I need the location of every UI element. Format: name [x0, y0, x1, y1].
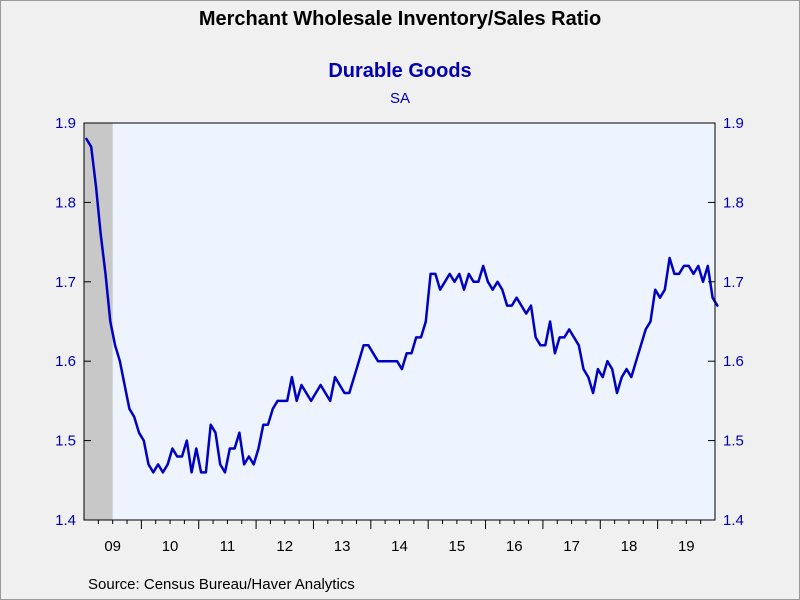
y-tick-label-right: 1.4 — [723, 512, 744, 529]
recession-shading — [84, 123, 113, 520]
y-tick-label-left: 1.8 — [55, 194, 76, 211]
y-tick-label-right: 1.8 — [723, 194, 744, 211]
y-tick-label-right: 1.7 — [723, 274, 744, 291]
x-tick-label: 18 — [621, 538, 638, 555]
x-tick-label: 14 — [391, 538, 408, 555]
x-tick-label: 16 — [506, 538, 523, 555]
plot-area — [84, 123, 715, 520]
y-tick-label-left: 1.4 — [55, 512, 76, 529]
y-tick-label-left: 1.9 — [55, 115, 76, 132]
x-tick-label: 10 — [162, 538, 179, 555]
y-tick-label-left: 1.7 — [55, 274, 76, 291]
x-tick-label: 11 — [220, 538, 236, 555]
x-tick-label: 17 — [563, 538, 580, 555]
x-tick-label: 09 — [104, 538, 121, 555]
x-tick-label: 13 — [334, 538, 351, 555]
x-tick-label: 12 — [276, 538, 293, 555]
source-note: Source: Census Bureau/Haver Analytics — [88, 576, 355, 593]
chart-subtitle: Durable Goods — [328, 60, 472, 82]
series-line — [85, 137, 719, 474]
y-tick-label-left: 1.5 — [55, 433, 76, 450]
seasonal-adjustment-note: SA — [389, 90, 410, 107]
chart-title: Merchant Wholesale Inventory/Sales Ratio — [198, 8, 602, 30]
y-tick-label-right: 1.5 — [723, 433, 744, 450]
y-tick-label-right: 1.6 — [723, 353, 744, 370]
x-tick-label: 19 — [678, 538, 695, 555]
x-tick-label: 15 — [449, 538, 466, 555]
y-tick-label-left: 1.6 — [55, 353, 76, 370]
y-tick-label-right: 1.9 — [723, 115, 744, 132]
